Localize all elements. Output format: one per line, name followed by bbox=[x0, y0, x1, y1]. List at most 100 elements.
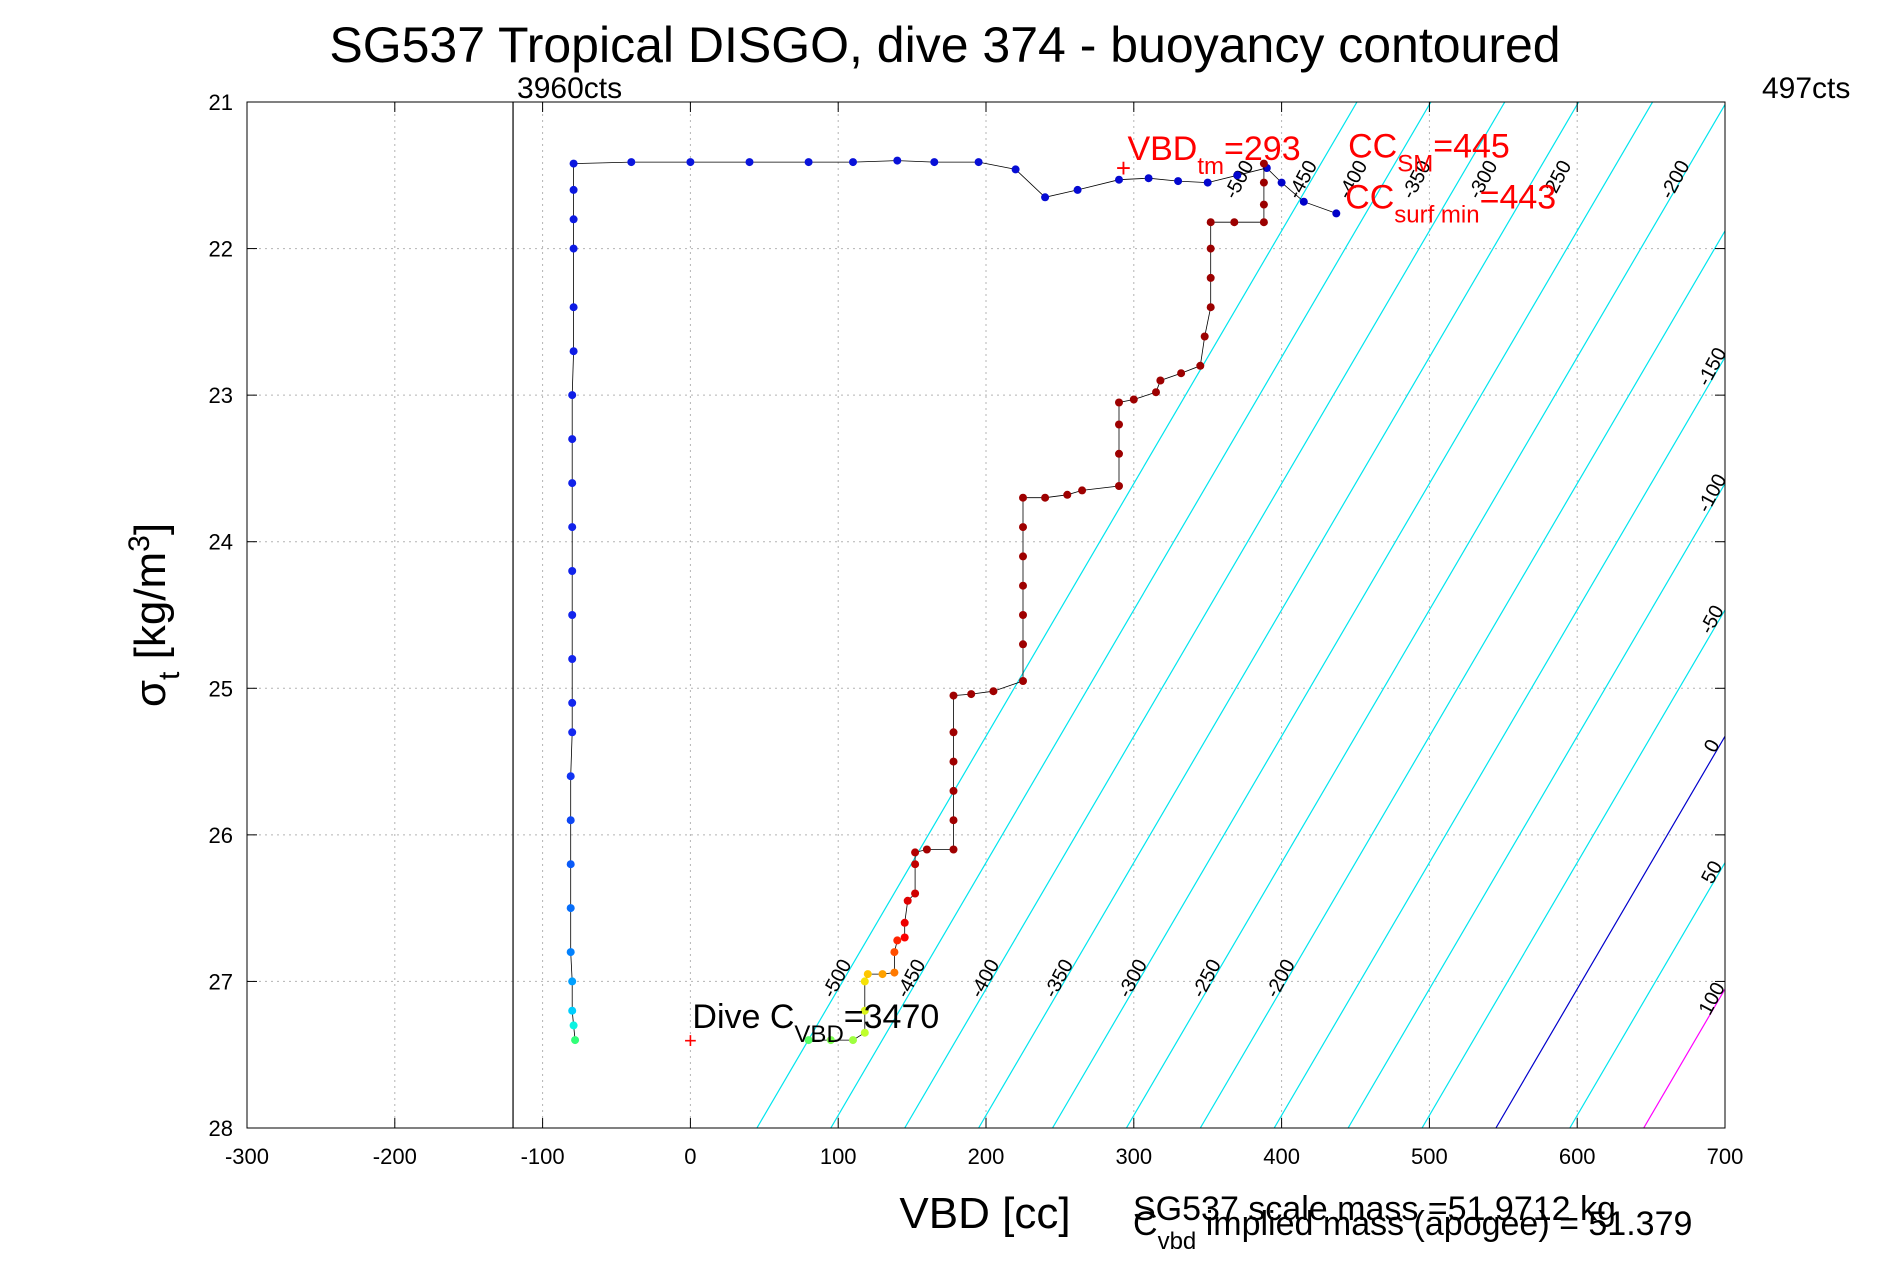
descent-point bbox=[1129, 395, 1138, 404]
contour-line bbox=[1051, 102, 1654, 1128]
vbd-tm-annotation: VBDtm=293 bbox=[1127, 130, 1300, 180]
ascent-point bbox=[1203, 178, 1212, 187]
left-counts-label: 3960cts bbox=[517, 72, 622, 105]
contour-line bbox=[904, 102, 1506, 1128]
contour-label: -350 bbox=[1040, 956, 1078, 1002]
descent-point bbox=[1206, 244, 1215, 253]
ascent-point bbox=[566, 860, 575, 869]
ascent-point bbox=[849, 158, 857, 167]
ascent-point bbox=[566, 904, 575, 913]
ascent-point bbox=[568, 611, 577, 619]
contour-line bbox=[1199, 229, 1725, 1128]
contour-line bbox=[756, 102, 1358, 1128]
descent-point bbox=[1152, 388, 1160, 397]
ascent-point bbox=[804, 158, 813, 167]
ascent-point bbox=[893, 156, 902, 165]
ascent-point bbox=[1073, 185, 1082, 194]
descent-point bbox=[893, 936, 902, 945]
contour-line bbox=[1347, 482, 1725, 1128]
cc-sm-sub: SM bbox=[1397, 151, 1433, 178]
y-label-sub: t bbox=[153, 671, 186, 680]
contour-line bbox=[978, 102, 1580, 1128]
descent-point bbox=[1156, 376, 1165, 385]
y-tick-label: 26 bbox=[209, 823, 233, 848]
cc-sm-annotation: CCSM=445 bbox=[1348, 128, 1510, 178]
contour-line bbox=[1569, 861, 1725, 1128]
descent-point bbox=[860, 1028, 869, 1037]
descent-point bbox=[1019, 581, 1027, 590]
dive-c-value: =3470 bbox=[844, 998, 940, 1036]
ascent-point bbox=[568, 479, 577, 488]
ascent-point bbox=[1332, 209, 1341, 218]
contour-label: -200 bbox=[1262, 956, 1300, 1002]
x-tick-label: 200 bbox=[968, 1144, 1005, 1169]
grid bbox=[247, 102, 1725, 1128]
contour-label: -50 bbox=[1696, 602, 1729, 638]
y-label-close: ] bbox=[126, 523, 175, 535]
dive-c-annotation: Dive CVBD=3470 bbox=[692, 998, 939, 1048]
y-label-sup: 3 bbox=[123, 535, 156, 552]
ascent-point bbox=[1299, 197, 1308, 206]
contour-line bbox=[1495, 735, 1725, 1128]
y-tick-label: 25 bbox=[209, 676, 233, 701]
y-tick-label: 21 bbox=[209, 90, 233, 115]
dive-trace bbox=[566, 156, 1341, 1045]
descent-point bbox=[900, 933, 909, 942]
y-tick-label: 24 bbox=[209, 530, 233, 555]
ascent-point bbox=[569, 1021, 578, 1030]
descent-point bbox=[1196, 361, 1205, 370]
descent-point bbox=[1206, 273, 1215, 282]
contour-line bbox=[830, 102, 1432, 1128]
y-tick-label: 23 bbox=[209, 383, 233, 408]
descent-point bbox=[1115, 398, 1123, 407]
descent-point bbox=[1259, 200, 1268, 209]
descent-point bbox=[949, 845, 958, 854]
x-tick-label: 600 bbox=[1559, 1144, 1596, 1169]
dive-c-main: Dive C bbox=[692, 998, 794, 1036]
scale-mass-text: SG537 scale mass =51.9712 kg bbox=[1133, 1190, 1616, 1228]
ascent-point bbox=[1174, 177, 1183, 186]
ascent-point bbox=[569, 244, 578, 253]
contour-label: 50 bbox=[1697, 857, 1727, 887]
descent-point bbox=[1115, 420, 1123, 429]
ascent-point bbox=[974, 158, 983, 167]
descent-point bbox=[804, 1036, 813, 1045]
contour-label: -450 bbox=[892, 956, 930, 1002]
descent-point bbox=[949, 757, 958, 766]
x-tick-label: 100 bbox=[820, 1144, 857, 1169]
axis-ticks: -300 -200 -100 0 100 200 300 400 500 600 700212223… bbox=[209, 90, 1744, 1169]
descent-point bbox=[1019, 493, 1027, 502]
vbd-tm-sub: tm bbox=[1197, 153, 1224, 180]
descent-point bbox=[849, 1036, 857, 1045]
ascent-point bbox=[569, 185, 578, 194]
descent-line bbox=[808, 163, 1265, 1041]
cvbd-rest: implied mass (apogee) = 51.379 bbox=[1196, 1205, 1692, 1243]
ascent-point bbox=[566, 948, 575, 957]
ascent-point bbox=[1277, 178, 1286, 187]
ascent-point bbox=[569, 347, 578, 356]
ascent-point bbox=[1011, 165, 1020, 174]
vbd-tm-marker: + bbox=[1116, 153, 1131, 183]
contour-label: -400 bbox=[966, 956, 1004, 1002]
right-counts-label: 497cts bbox=[1762, 72, 1850, 105]
x-tick-label: 400 bbox=[1263, 1144, 1300, 1169]
ascent-point bbox=[571, 1036, 580, 1045]
descent-point bbox=[1206, 303, 1215, 312]
cvbd-sub: vbd bbox=[1158, 1228, 1197, 1255]
ascent-point bbox=[568, 391, 577, 400]
descent-point bbox=[922, 845, 931, 854]
x-tick-label: 500 bbox=[1411, 1144, 1448, 1169]
descent-point bbox=[911, 848, 920, 857]
descent-point bbox=[1019, 523, 1027, 532]
contour-label: -100 bbox=[1693, 471, 1731, 517]
ascent-point bbox=[568, 728, 577, 737]
y-tick-label: 28 bbox=[209, 1116, 233, 1141]
ascent-point bbox=[930, 158, 939, 167]
descent-point bbox=[903, 896, 912, 905]
cvbd-main: C bbox=[1133, 1205, 1158, 1243]
y-tick-label: 22 bbox=[209, 237, 233, 262]
descent-point bbox=[1041, 493, 1050, 502]
ascent-point bbox=[1041, 193, 1050, 202]
y-axis-label: σt [kg/m3] bbox=[123, 523, 186, 707]
